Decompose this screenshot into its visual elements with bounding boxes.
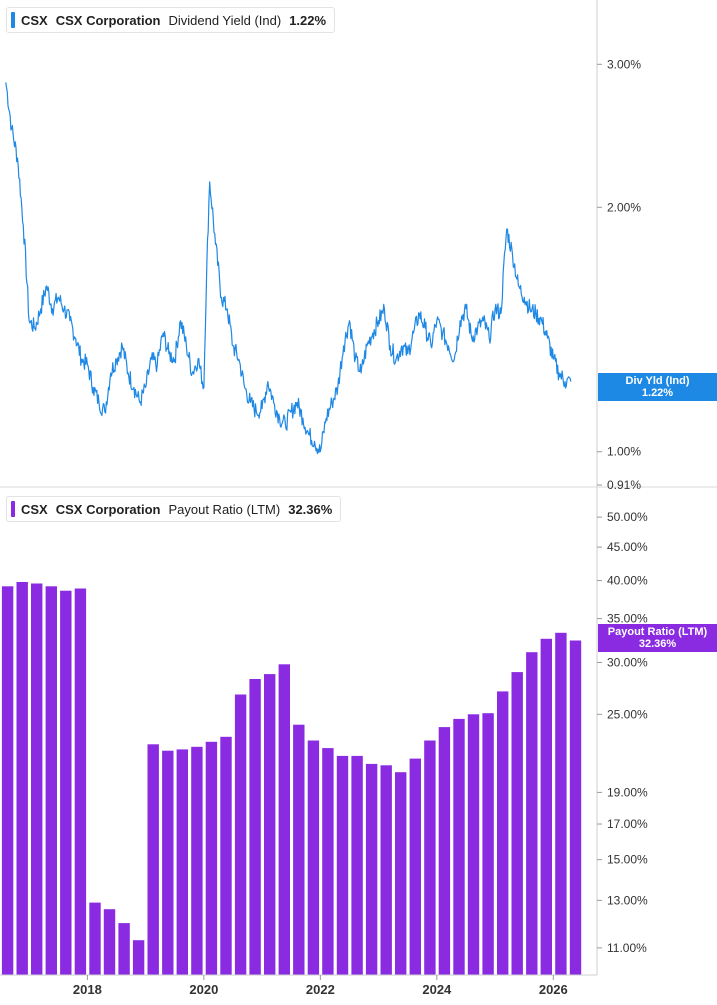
payout-bar xyxy=(278,664,290,975)
x-tick-label: 2022 xyxy=(306,982,335,997)
payout-bar xyxy=(409,758,421,975)
legend-company: CSX Corporation xyxy=(55,501,161,517)
payout-bar xyxy=(511,672,523,975)
legend-value: 1.22% xyxy=(289,12,327,28)
payout-bar xyxy=(395,772,407,975)
payout-bar xyxy=(147,744,159,975)
yield-y-tick-label: 2.00% xyxy=(607,200,641,214)
legend-ticker: CSX xyxy=(21,501,48,517)
x-tick-label: 2018 xyxy=(73,982,102,997)
payout-y-tick-label: 17.00% xyxy=(607,817,648,831)
legend-swatch-purple xyxy=(11,501,15,517)
x-tick-label: 2026 xyxy=(539,982,568,997)
payout-bar xyxy=(555,632,567,975)
dividend-yield-plot xyxy=(5,82,572,455)
payout-bar xyxy=(336,755,349,975)
yield-y-tick-label: 0.91% xyxy=(607,478,641,492)
payout-bar xyxy=(307,740,320,975)
legend-payout-ratio[interactable]: CSX CSX Corporation Payout Ratio (LTM) 3… xyxy=(6,496,342,522)
payout-end-label-name: Payout Ratio (LTM) xyxy=(607,626,708,638)
payout-y-tick-label: 25.00% xyxy=(607,707,648,721)
payout-bar xyxy=(380,765,392,975)
legend-company: CSX Corporation xyxy=(55,12,161,28)
dividend-yield-line xyxy=(5,82,572,455)
legend-ticker: CSX xyxy=(21,12,48,28)
payout-bar xyxy=(220,736,232,975)
payout-bar xyxy=(467,714,480,975)
payout-y-tick-label: 50.00% xyxy=(607,510,648,524)
payout-y-tick-label: 19.00% xyxy=(607,785,648,799)
yield-end-label-name: Div Yld (Ind) xyxy=(625,375,690,387)
payout-bar xyxy=(1,586,14,975)
payout-bar xyxy=(31,583,43,975)
payout-bar xyxy=(234,694,247,975)
payout-ratio-plot xyxy=(1,582,582,975)
payout-y-tick-label: 11.00% xyxy=(607,941,647,955)
legend-metric: Dividend Yield (Ind) xyxy=(168,12,282,28)
payout-bar xyxy=(351,755,363,975)
payout-bar xyxy=(569,640,582,975)
x-tick-label: 2024 xyxy=(422,982,452,997)
legend-metric: Payout Ratio (LTM) xyxy=(168,501,281,517)
yield-end-label: Div Yld (Ind) 1.22% xyxy=(598,373,717,401)
payout-bar xyxy=(103,909,116,975)
payout-y-tick-label: 30.00% xyxy=(607,655,648,669)
payout-bar xyxy=(293,724,305,975)
payout-y-tick-label: 45.00% xyxy=(607,540,648,554)
payout-y-tick-label: 40.00% xyxy=(607,574,648,588)
payout-bar xyxy=(482,713,494,975)
payout-bar xyxy=(205,741,218,975)
payout-end-label: Payout Ratio (LTM) 32.36% xyxy=(598,624,717,652)
payout-bar xyxy=(497,691,509,975)
payout-bar xyxy=(118,923,130,975)
payout-bar xyxy=(526,652,538,975)
yield-end-label-value: 1.22% xyxy=(641,387,674,399)
payout-bar xyxy=(438,727,451,975)
payout-bar xyxy=(60,590,72,975)
legend-swatch-blue xyxy=(11,12,15,28)
payout-bar xyxy=(540,638,552,975)
payout-bar xyxy=(45,586,57,975)
payout-y-tick-label: 35.00% xyxy=(607,612,648,626)
payout-bar xyxy=(322,748,334,975)
payout-bar xyxy=(132,940,145,975)
payout-end-label-value: 32.36% xyxy=(638,638,677,650)
payout-bar xyxy=(16,582,28,975)
payout-bar xyxy=(249,679,261,975)
yield-y-tick-label: 3.00% xyxy=(607,57,641,71)
payout-bar xyxy=(365,763,378,975)
payout-bar xyxy=(191,746,203,975)
payout-bar xyxy=(89,902,101,975)
yield-y-tick-label: 1.00% xyxy=(607,445,641,459)
payout-bar xyxy=(176,749,188,975)
legend-value: 32.36% xyxy=(288,501,333,517)
payout-bar xyxy=(264,674,276,975)
legend-dividend-yield[interactable]: CSX CSX Corporation Dividend Yield (Ind)… xyxy=(6,7,336,33)
payout-y-tick-label: 15.00% xyxy=(607,853,648,867)
payout-bar xyxy=(74,588,87,975)
payout-y-tick-label: 13.00% xyxy=(607,893,648,907)
x-tick-label: 2020 xyxy=(189,982,218,997)
payout-bar xyxy=(453,718,465,975)
payout-bar xyxy=(424,740,436,975)
payout-bar xyxy=(162,750,174,975)
